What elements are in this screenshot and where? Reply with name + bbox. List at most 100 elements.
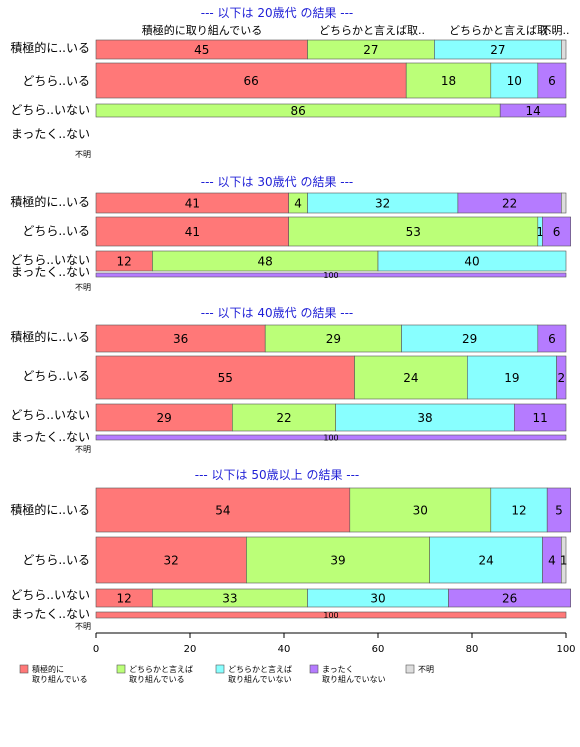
category-label: どちら..いない bbox=[10, 103, 90, 117]
legend-label: まったく bbox=[322, 665, 354, 674]
data-label: 100 bbox=[323, 434, 338, 443]
data-label: 100 bbox=[323, 271, 338, 280]
data-label: 45 bbox=[194, 43, 209, 57]
x-tick-label: 0 bbox=[93, 644, 99, 655]
data-label: 29 bbox=[157, 411, 172, 425]
bar-segment bbox=[95, 611, 567, 619]
bar-segment bbox=[349, 487, 492, 533]
panel: --- 以下は 20歳代 の結果 --- 積極的に..いる 45 27 27 どちら..い… bbox=[10, 6, 567, 159]
category-label: 積極的に..いる bbox=[10, 194, 90, 209]
bar-segment bbox=[499, 103, 567, 118]
data-label: 32 bbox=[164, 554, 179, 568]
bar-segment bbox=[232, 403, 337, 432]
bar-segment bbox=[490, 487, 548, 533]
legend-label: 取り組んでいない bbox=[228, 674, 292, 684]
x-tick-label: 80 bbox=[466, 644, 479, 655]
data-label: 12 bbox=[117, 592, 132, 606]
legend-swatch bbox=[405, 664, 415, 674]
panel-title: --- 以下は 20歳代 の結果 --- bbox=[201, 6, 354, 20]
category-label: 不明 bbox=[75, 445, 91, 454]
category-label: どちら..いない bbox=[10, 588, 90, 602]
data-label: 53 bbox=[406, 225, 421, 239]
legend-swatch bbox=[116, 664, 126, 674]
data-label: 54 bbox=[215, 504, 230, 518]
legend-label: 不明 bbox=[418, 665, 434, 674]
panel-title: --- 以下は 50歳以上 の結果 --- bbox=[195, 468, 360, 482]
panel: --- 以下は 40歳代 の結果 --- 積極的に..いる 36 29 29 6 どちら..… bbox=[10, 306, 567, 454]
data-label: 18 bbox=[441, 74, 456, 88]
category-label: 不明 bbox=[75, 150, 91, 159]
category-label: 積極的に..いる bbox=[10, 40, 90, 55]
panel-title: --- 以下は 40歳代 の結果 --- bbox=[201, 306, 354, 320]
category-label: どちら..いる bbox=[22, 553, 90, 567]
bar-segment bbox=[95, 434, 567, 441]
data-label: 12 bbox=[117, 255, 132, 269]
data-label: 26 bbox=[502, 592, 517, 606]
data-label: 4 bbox=[294, 197, 302, 211]
legend-label: 取り組んでいる bbox=[32, 674, 88, 684]
category-label: 積極的に..いる bbox=[10, 502, 90, 517]
data-label: 11 bbox=[533, 411, 548, 425]
legend-entry: 不明 bbox=[405, 664, 434, 674]
bar-segment bbox=[95, 403, 233, 432]
legend-label: 積極的に bbox=[32, 664, 64, 674]
bar-segment bbox=[95, 536, 247, 584]
bar-segment bbox=[95, 272, 567, 278]
x-tick-label: 40 bbox=[278, 644, 291, 655]
data-label: 24 bbox=[403, 371, 418, 385]
data-label: 38 bbox=[417, 411, 432, 425]
bar-segment bbox=[542, 216, 572, 247]
data-label: 5 bbox=[555, 504, 563, 518]
bar-segment bbox=[560, 192, 567, 214]
data-label: 33 bbox=[222, 592, 237, 606]
data-label: 10 bbox=[507, 74, 522, 88]
data-label: 86 bbox=[290, 104, 305, 118]
data-label: 48 bbox=[258, 255, 273, 269]
legend-label: どちらかと言えば bbox=[228, 664, 292, 674]
bar-segment bbox=[546, 487, 572, 533]
category-label: どちら..いない bbox=[10, 253, 90, 267]
category-label: まったく..ない bbox=[11, 607, 90, 621]
data-label: 24 bbox=[478, 554, 493, 568]
panel: --- 以下は 50歳以上 の結果 --- 積極的に..いる 54 30 12 5 どちら.… bbox=[10, 468, 572, 631]
legend-entry: 積極的に取り組んでいる bbox=[19, 664, 88, 684]
category-label: 不明 bbox=[75, 283, 91, 292]
data-label: 32 bbox=[375, 197, 390, 211]
data-label: 29 bbox=[462, 332, 477, 346]
bar-segment bbox=[537, 324, 567, 353]
data-label: 14 bbox=[525, 104, 540, 118]
category-label: 不明 bbox=[75, 622, 91, 631]
category-label: まったく..ない bbox=[11, 265, 90, 279]
x-tick-label: 100 bbox=[556, 644, 575, 655]
bar-segment bbox=[466, 355, 557, 400]
legend-swatch bbox=[309, 664, 319, 674]
legend-label: 取り組んでいる bbox=[129, 674, 185, 684]
legend-label: どちらかと言えば bbox=[129, 664, 193, 674]
category-label: まったく..ない bbox=[11, 127, 90, 141]
bar-segment bbox=[429, 536, 543, 584]
data-label: 39 bbox=[330, 554, 345, 568]
bar-segment bbox=[560, 39, 567, 60]
data-label: 2 bbox=[557, 371, 565, 385]
column-header: どちらかと言えば取.. bbox=[449, 24, 555, 37]
data-label: 41 bbox=[185, 225, 200, 239]
bar-segment bbox=[513, 403, 567, 432]
category-label: どちら..いる bbox=[22, 369, 90, 383]
data-label: 41 bbox=[185, 197, 200, 211]
bar-segment bbox=[246, 536, 430, 584]
bar-segment bbox=[95, 216, 289, 247]
column-header: どちらかと言えば取.. bbox=[319, 24, 425, 37]
data-label: 6 bbox=[553, 225, 561, 239]
data-label: 4 bbox=[548, 554, 556, 568]
bar-segment bbox=[556, 355, 567, 400]
data-label: 36 bbox=[173, 332, 188, 346]
data-label: 12 bbox=[511, 504, 526, 518]
panel: --- 以下は 30歳代 の結果 --- 積極的に..いる 41 4 32 22 どちら..… bbox=[10, 175, 572, 292]
bar-segment bbox=[490, 62, 539, 99]
bar-segment bbox=[264, 324, 402, 353]
data-label: 30 bbox=[413, 504, 428, 518]
bar-segment bbox=[95, 355, 355, 400]
category-label: どちら..いる bbox=[22, 224, 90, 238]
